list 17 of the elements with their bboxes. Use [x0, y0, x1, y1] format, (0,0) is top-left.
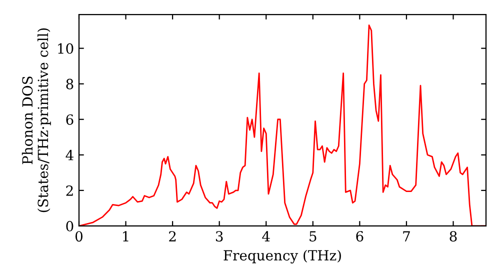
y-tick-label: 2 [66, 185, 73, 196]
y-tick-label: 4 [66, 150, 74, 160]
x-tick-label: 0 [75, 231, 82, 242]
y-tick-label: 6 [66, 114, 74, 125]
x-tick-label: 5 [310, 231, 316, 242]
x-tick-label: 8 [450, 231, 457, 242]
y-axis-title: Phonon DOS (States/THz·primitive cell) [22, 28, 51, 212]
y-tick-label: 10 [58, 43, 74, 54]
x-axis-title: Frequency (THz) [224, 250, 341, 264]
x-tick-label: 4 [262, 231, 270, 242]
x-tick-label: 7 [403, 231, 410, 242]
x-tick-label: 2 [169, 231, 176, 242]
y-tick-label: 0 [66, 220, 74, 232]
x-tick-label: 3 [216, 231, 223, 242]
x-tick-label: 1 [123, 231, 128, 242]
y-tick-label: 8 [66, 78, 74, 90]
x-tick-label: 6 [356, 231, 364, 242]
